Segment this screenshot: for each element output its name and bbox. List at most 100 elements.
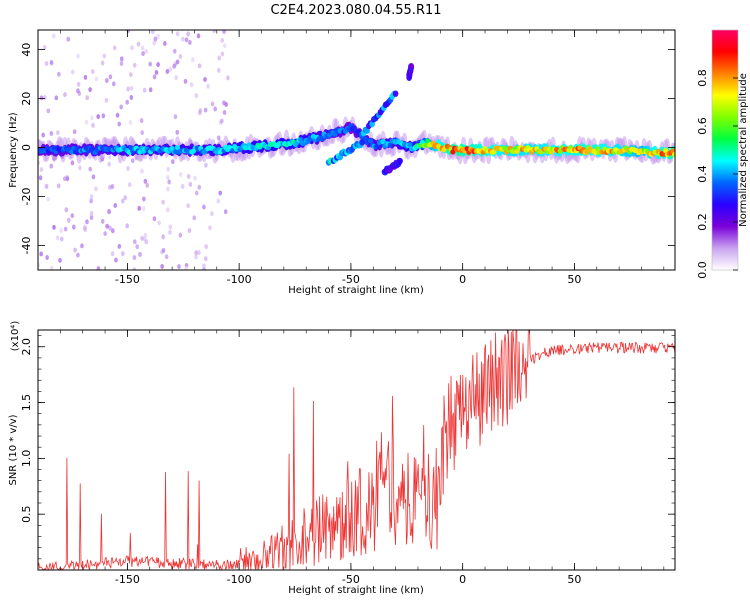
heatmap-cell	[173, 114, 178, 120]
heatmap-cell	[152, 216, 157, 222]
heatmap-cell	[194, 93, 199, 99]
heatmap-cell	[126, 86, 130, 92]
heatmap-cell	[156, 62, 160, 68]
heatmap-cell	[132, 267, 137, 270]
heatmap-cell	[193, 175, 197, 181]
heatmap-cell	[129, 85, 134, 91]
heatmap-cell	[91, 174, 96, 180]
heatmap-cell	[164, 254, 169, 260]
heatmap-cell	[107, 154, 112, 160]
heatmap-cell	[132, 255, 137, 261]
heatmap-cell	[56, 130, 60, 136]
heatmap-cell	[121, 198, 125, 204]
heatmap-cell	[213, 106, 218, 112]
heatmap-cell	[100, 218, 105, 224]
heatmap-cell	[128, 119, 133, 125]
heatmap-cell	[220, 37, 224, 43]
heatmap-cell	[85, 95, 90, 101]
y-tick-label: 2.0	[20, 338, 33, 356]
heatmap-cell	[171, 159, 175, 165]
heatmap-cell	[39, 251, 43, 257]
heatmap-cell	[197, 63, 202, 69]
heatmap-cell	[49, 130, 54, 136]
heatmap-cell	[111, 228, 115, 234]
heatmap-cell	[367, 138, 374, 144]
y-tick-label: 1.0	[20, 450, 33, 468]
heatmap-cell	[203, 107, 208, 113]
heatmap-cell	[90, 115, 94, 121]
heatmap-cell	[123, 195, 128, 201]
heatmap-cell	[671, 151, 675, 158]
heatmap-cell	[184, 37, 189, 43]
heatmap-cell	[218, 190, 222, 196]
x-tick-label: 50	[567, 573, 581, 586]
snr-series-line	[38, 330, 675, 570]
heatmap-cell	[72, 224, 76, 230]
heatmap-cell	[84, 119, 89, 125]
heatmap-cell	[64, 207, 69, 213]
heatmap-cell	[210, 211, 214, 217]
heatmap-cell	[203, 256, 208, 262]
heatmap-cell	[52, 224, 56, 230]
heatmap-cell	[39, 95, 44, 101]
heatmap-cell	[94, 76, 99, 82]
heatmap-cell	[208, 225, 212, 231]
colorbar-ticks: 0.0 0.2 0.4 0.6 0.8	[696, 69, 738, 279]
heatmap-cell	[125, 99, 129, 105]
colorbar-tick-label: 0.2	[696, 213, 709, 231]
snr-x-axis-label: Height of straight line (km)	[288, 585, 424, 596]
heatmap-cell	[168, 224, 173, 230]
snr-y-multiplier: (x10⁴)	[10, 321, 21, 352]
heatmap-cell	[59, 236, 64, 242]
snr-ticks: -150 -100 -50 0 50 0.5 1.0 1.5 2.0	[20, 330, 675, 586]
heatmap-cell	[88, 87, 92, 93]
heatmap-cell	[212, 30, 217, 33]
heatmap-cell	[115, 112, 120, 118]
y-tick-label: 40	[20, 43, 33, 57]
heatmap-cell	[42, 44, 47, 50]
heatmap-cell	[89, 215, 94, 221]
heatmap-cell	[54, 95, 59, 101]
heatmap-cell	[41, 132, 45, 138]
heatmap-cell	[192, 215, 197, 221]
spectrogram-x-axis-label: Height of straight line (km)	[288, 285, 424, 296]
heatmap-cell	[65, 176, 70, 182]
heatmap-cell	[49, 163, 54, 169]
heatmap-cell	[187, 228, 192, 234]
heatmap-cell	[91, 122, 95, 128]
heatmap-cell	[56, 183, 61, 189]
heatmap-cell	[59, 228, 63, 234]
heatmap-cell	[188, 181, 193, 187]
heatmap-cell	[83, 225, 87, 231]
heatmap-cell	[166, 166, 171, 172]
heatmap-cell	[204, 162, 208, 168]
heatmap-cell	[222, 43, 227, 49]
heatmap-cell	[140, 168, 144, 174]
heatmap-cell	[188, 39, 192, 45]
heatmap-cell	[96, 114, 100, 120]
heatmap-cell	[397, 157, 403, 165]
colorbar-label: Normalized spectral amplitude	[738, 73, 749, 227]
heatmap-cell	[216, 198, 221, 204]
heatmap-cell	[226, 75, 230, 81]
heatmap-cell	[175, 129, 180, 135]
snr-frame	[37, 329, 676, 571]
heatmap-cell	[44, 183, 49, 189]
heatmap-cell	[76, 81, 81, 87]
heatmap-cell	[177, 264, 181, 270]
heatmap-cell	[89, 198, 93, 204]
heatmap-cell	[156, 33, 160, 39]
heatmap-cell	[110, 184, 115, 190]
heatmap-cell	[332, 131, 338, 137]
heatmap-cell	[132, 239, 137, 245]
heatmap-cell	[194, 250, 198, 256]
heatmap-cell	[180, 183, 185, 189]
heatmap-cell	[132, 62, 137, 68]
heatmap-cell	[76, 53, 80, 59]
heatmap-cell	[163, 41, 167, 47]
heatmap-cell	[151, 30, 155, 35]
heatmap-cell	[100, 60, 105, 66]
heatmap-cell	[44, 60, 49, 66]
heatmap-cell	[387, 142, 393, 148]
x-tick-label: 0	[459, 573, 466, 586]
